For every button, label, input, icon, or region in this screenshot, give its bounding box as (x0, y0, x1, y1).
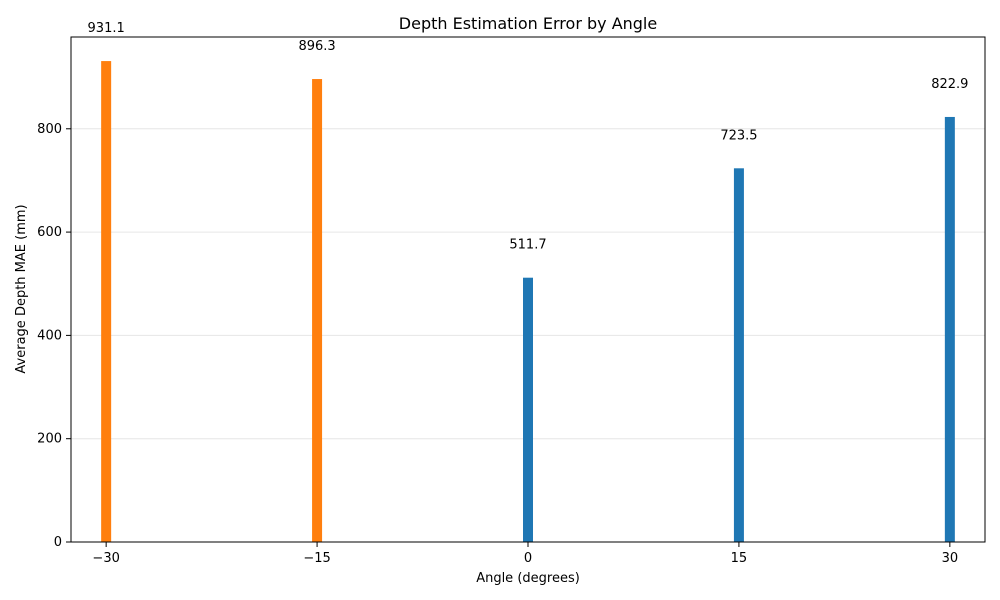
bar-value-label: 822.9 (931, 77, 968, 92)
x-tick-label: −15 (303, 551, 330, 566)
axis-ticks: 0 200 400 600 800 −30 −15 0 15 30 (37, 122, 958, 566)
bar-value-label: 723.5 (720, 128, 757, 143)
bar-value-label: 511.7 (509, 238, 546, 253)
bars (101, 61, 955, 543)
y-tick-label: 400 (37, 328, 62, 343)
bar (523, 277, 533, 542)
bar-value-label: 896.3 (298, 39, 335, 54)
x-tick-label: 15 (731, 551, 748, 566)
bar (944, 116, 955, 543)
x-tick-label: −30 (92, 551, 119, 566)
x-axis-label: Angle (degrees) (476, 571, 580, 586)
y-tick-label: 800 (37, 122, 62, 137)
x-tick-label: 30 (942, 551, 959, 566)
bar-value-label: 931.1 (88, 21, 125, 36)
x-tick-label: 0 (524, 551, 532, 566)
bar (101, 61, 112, 542)
y-tick-label: 600 (37, 225, 62, 240)
bar (312, 79, 323, 543)
y-axis-label: Average Depth MAE (mm) (14, 204, 29, 373)
y-tick-label: 0 (54, 535, 62, 550)
bar (733, 168, 744, 543)
y-tick-label: 200 (37, 432, 62, 447)
bar-value-labels: 931.1 896.3 511.7 723.5 822.9 (88, 21, 969, 253)
chart-title: Depth Estimation Error by Angle (399, 14, 657, 33)
